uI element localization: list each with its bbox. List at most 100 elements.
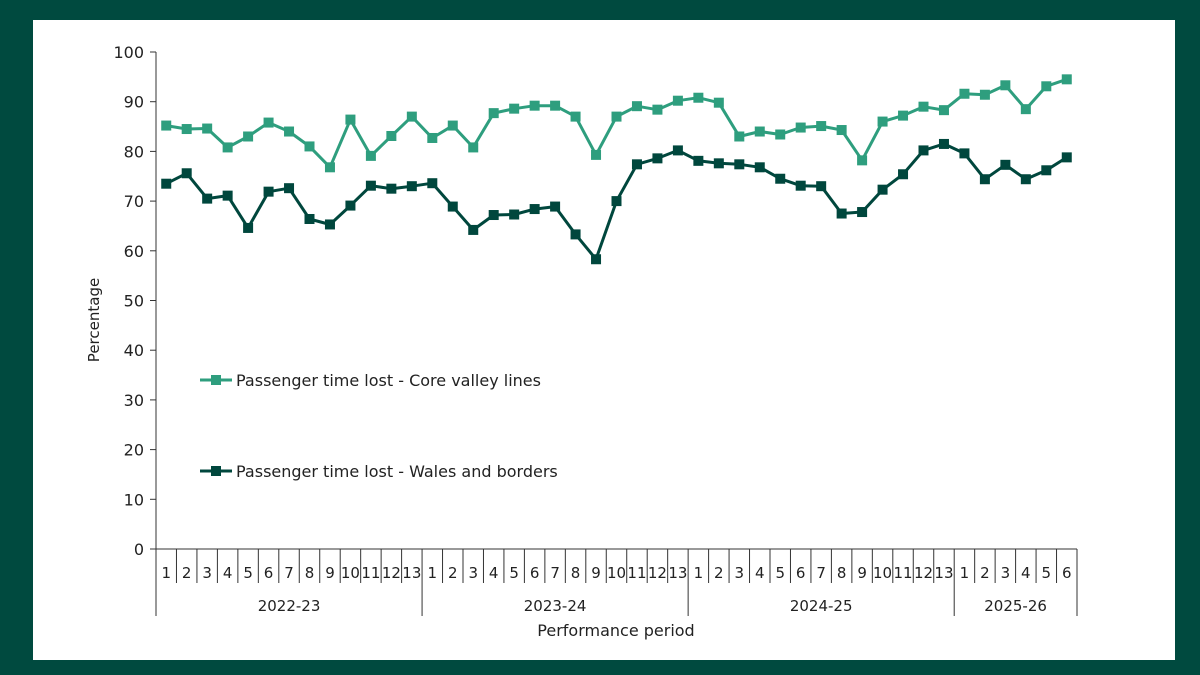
data-point: [570, 229, 581, 240]
period-tick-label: 9: [325, 564, 335, 582]
data-point: [386, 183, 397, 194]
data-point: [468, 142, 479, 153]
data-point: [898, 169, 909, 180]
period-tick-label: 5: [509, 564, 519, 582]
period-tick-label: 1: [428, 564, 438, 582]
period-tick-label: 6: [796, 564, 806, 582]
data-point: [406, 111, 417, 122]
period-tick-label: 3: [202, 564, 212, 582]
data-point: [488, 108, 499, 119]
data-point: [427, 178, 438, 189]
y-tick-label: 40: [124, 341, 144, 360]
data-point: [1041, 165, 1052, 176]
data-point: [263, 117, 274, 128]
data-point: [795, 180, 806, 191]
period-tick-label: 5: [1042, 564, 1052, 582]
period-tick-label: 1: [161, 564, 171, 582]
period-tick-label: 4: [755, 564, 765, 582]
data-point: [1061, 74, 1072, 85]
period-tick-label: 6: [530, 564, 540, 582]
data-point: [611, 111, 622, 122]
period-tick-label: 11: [893, 564, 912, 582]
period-tick-label: 10: [873, 564, 892, 582]
period-tick-label: 8: [305, 564, 315, 582]
data-point: [161, 120, 172, 131]
legend-label-2: Passenger time lost - Wales and borders: [236, 462, 558, 481]
period-tick-label: 2: [182, 564, 192, 582]
data-point: [365, 180, 376, 191]
y-tick-label: 0: [134, 540, 144, 559]
data-point: [775, 129, 786, 140]
data-point: [754, 162, 765, 173]
data-point: [631, 159, 642, 170]
period-tick-label: 7: [284, 564, 294, 582]
y-tick-label: 70: [124, 192, 144, 211]
data-point: [509, 103, 520, 114]
data-point: [591, 149, 602, 160]
data-point: [1000, 80, 1011, 91]
data-point: [509, 209, 520, 220]
data-point: [529, 204, 540, 215]
data-point: [918, 101, 929, 112]
year-label: 2025-26: [984, 597, 1047, 615]
data-point: [938, 138, 949, 149]
data-point: [222, 190, 233, 201]
data-point: [550, 100, 561, 111]
data-point: [345, 200, 356, 211]
data-point: [857, 155, 868, 166]
data-point: [979, 89, 990, 100]
period-tick-label: 2: [714, 564, 724, 582]
period-tick-label: 2: [980, 564, 990, 582]
data-point: [631, 101, 642, 112]
y-tick-label: 90: [124, 93, 144, 112]
period-tick-label: 11: [361, 564, 380, 582]
data-point: [202, 193, 213, 204]
data-point: [816, 121, 827, 132]
data-point: [222, 142, 233, 153]
period-tick-label: 9: [591, 564, 601, 582]
data-point: [243, 131, 254, 142]
data-point: [181, 124, 192, 135]
period-tick-label: 2: [448, 564, 458, 582]
data-point: [979, 174, 990, 185]
data-point: [959, 148, 970, 159]
y-tick-label: 50: [124, 292, 144, 311]
data-point: [611, 196, 622, 207]
data-point: [652, 153, 663, 164]
data-point: [243, 222, 254, 233]
legend-marker-1: [211, 375, 221, 385]
data-point: [652, 104, 663, 115]
chart-panel: 0 10 20 30 40 50 60 70 80 90 100 1 2 3 4 5 6 7 8 9 10 11 12 13 1…: [33, 20, 1175, 660]
data-point: [959, 88, 970, 99]
period-tick-label: 8: [837, 564, 847, 582]
data-point: [345, 114, 356, 125]
period-tick-label: 7: [550, 564, 560, 582]
data-point: [693, 155, 704, 166]
y-axis-title: Percentage: [85, 278, 103, 362]
y-tick-label: 10: [124, 490, 144, 509]
period-tick-label: 11: [627, 564, 646, 582]
data-point: [365, 150, 376, 161]
data-point: [386, 130, 397, 141]
period-tick-label: 13: [668, 564, 687, 582]
series-layer: [161, 74, 1072, 265]
period-tick-label: 3: [1001, 564, 1011, 582]
period-tick-label: 3: [735, 564, 745, 582]
period-tick-label: 6: [264, 564, 274, 582]
x-axis-title: Performance period: [537, 621, 694, 640]
data-point: [591, 254, 602, 265]
year-label: 2023-24: [524, 597, 587, 615]
period-tick-label: 6: [1062, 564, 1072, 582]
series-line-1: [165, 77, 1068, 169]
y-tick-label: 30: [124, 391, 144, 410]
data-point: [1061, 152, 1072, 163]
y-tick-label: 60: [124, 242, 144, 261]
data-point: [836, 208, 847, 219]
period-tick-label: 12: [914, 564, 933, 582]
data-point: [529, 100, 540, 111]
period-tick-label: 13: [402, 564, 421, 582]
period-tick-label: 4: [489, 564, 499, 582]
period-tick-label: 7: [816, 564, 826, 582]
data-point: [877, 116, 888, 127]
